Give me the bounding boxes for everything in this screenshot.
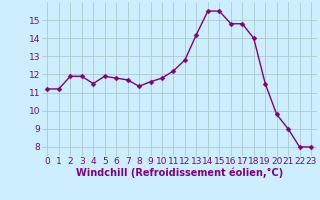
X-axis label: Windchill (Refroidissement éolien,°C): Windchill (Refroidissement éolien,°C) (76, 168, 283, 178)
